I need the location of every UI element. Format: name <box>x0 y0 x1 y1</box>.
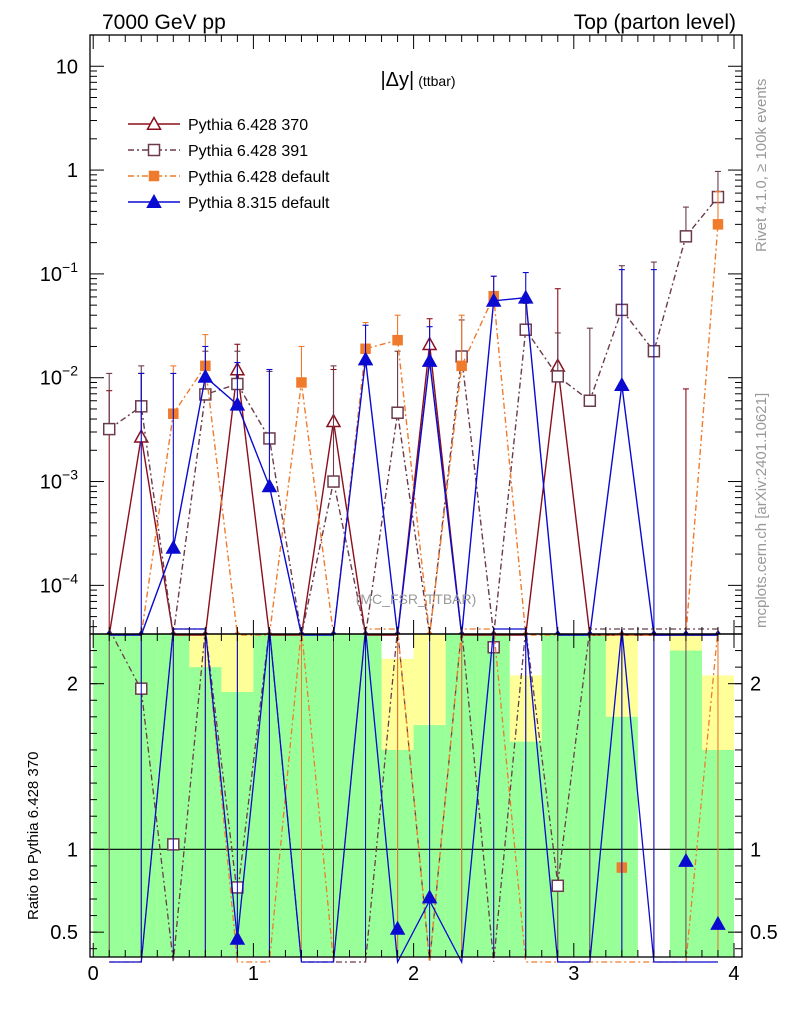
ratio-point <box>678 852 694 867</box>
series-line-1 <box>108 196 719 636</box>
data-point <box>517 289 534 304</box>
ratio-xtick-label: 1 <box>248 963 259 985</box>
main-ytick-label: 10−1 <box>40 259 78 286</box>
series-1 <box>102 170 725 636</box>
ratio-line-2 <box>109 628 719 963</box>
ratio-point <box>389 920 406 935</box>
legend-label: Pythia 6.428 370 <box>188 117 308 134</box>
series-line-2 <box>109 224 719 636</box>
ratio-point <box>421 889 438 904</box>
ratio-plot-content <box>90 628 742 965</box>
ratio-ytick-label: 0.5 <box>50 922 78 944</box>
ratio-ytick-label: 1 <box>67 839 78 861</box>
legend-entry-1: Pythia 6.428 391 <box>128 143 308 160</box>
ratio-xtick-label: 4 <box>728 963 739 985</box>
header-right: Top (parton level) <box>574 11 736 34</box>
legend: Pythia 6.428 370 Pythia 6.428 391 Pythia 6… <box>128 115 330 212</box>
data-point <box>456 360 467 372</box>
data-point <box>583 394 597 407</box>
rivet-label: Rivet 4.1.0, ≥ 100k events <box>753 79 770 252</box>
ratio-ytick-label: 2 <box>67 674 78 696</box>
main-ytick-label: 10 <box>56 56 78 78</box>
legend-label: Pythia 6.428 391 <box>188 143 308 160</box>
data-point <box>165 539 182 554</box>
ratio-line-3 <box>109 628 718 965</box>
data-point <box>712 219 724 230</box>
legend-entry-0: Pythia 6.428 370 <box>128 115 308 134</box>
data-point <box>197 368 214 383</box>
ratio-point <box>551 879 565 893</box>
ratio-xtick-label: 2 <box>408 963 419 985</box>
axes: 10−4 10−3 10−2 10−1 1 10 0 1 2 3 4 0.5 0.5 1 1 2 2 <box>40 34 778 985</box>
legend-marker <box>146 115 162 130</box>
main-plot-content <box>102 170 725 636</box>
ratio-point <box>710 915 726 930</box>
ratio-line-1 <box>108 628 718 963</box>
data-point <box>551 370 565 383</box>
data-point <box>296 377 307 388</box>
data-point <box>392 334 403 346</box>
legend-label: Pythia 6.428 default <box>188 169 330 186</box>
legend-entry-2: Pythia 6.428 default <box>128 169 330 186</box>
data-point <box>327 475 340 488</box>
main-ytick-label: 1 <box>67 160 78 182</box>
series-line-3 <box>109 296 718 636</box>
data-point <box>229 396 246 411</box>
data-point <box>199 388 212 401</box>
ratio-ytick-label-right: 2 <box>750 674 761 696</box>
data-point <box>421 352 438 367</box>
legend-marker <box>147 143 161 157</box>
legend-marker <box>148 170 160 182</box>
ratio-ylabel: Ratio to Pythia 6.428 370 <box>25 752 42 920</box>
data-point <box>614 376 630 391</box>
data-point <box>261 478 278 493</box>
data-point <box>102 422 116 436</box>
ratio-xtick-label: 3 <box>568 963 579 985</box>
plot-title: |Δy| (ttbar) <box>380 69 455 91</box>
data-point <box>519 323 532 336</box>
ratio-point <box>229 930 246 945</box>
main-ytick-label: 10−2 <box>40 363 78 390</box>
main-ytick-label: 10−4 <box>40 570 78 597</box>
data-point <box>679 230 693 243</box>
plot-title-sub: (ttbar) <box>418 73 455 89</box>
series-0 <box>106 288 721 636</box>
legend-label: Pythia 8.315 default <box>188 195 330 212</box>
plot-title-main: |Δy| <box>380 69 414 91</box>
ratio-frame <box>89 633 743 958</box>
legend-marker <box>146 193 162 208</box>
ratio-ytick-label-right: 0.5 <box>750 922 778 944</box>
series-3 <box>106 269 721 636</box>
main-ytick-label: 10−3 <box>40 467 78 494</box>
ratio-ytick-label-right: 1 <box>750 839 761 861</box>
ratio-series-3 <box>109 628 726 965</box>
ratio-xtick-label: 0 <box>88 963 99 985</box>
watermark: (MC_FSR_TTBAR) <box>356 591 477 607</box>
data-point <box>391 406 404 419</box>
header-left: 7000 GeV pp <box>102 11 226 34</box>
data-point <box>485 292 502 307</box>
data-point <box>357 351 374 366</box>
legend-entry-3: Pythia 8.315 default <box>128 193 330 212</box>
mcplots-label: mcplots.cern.ch [arXiv:2401.10621] <box>753 393 770 628</box>
